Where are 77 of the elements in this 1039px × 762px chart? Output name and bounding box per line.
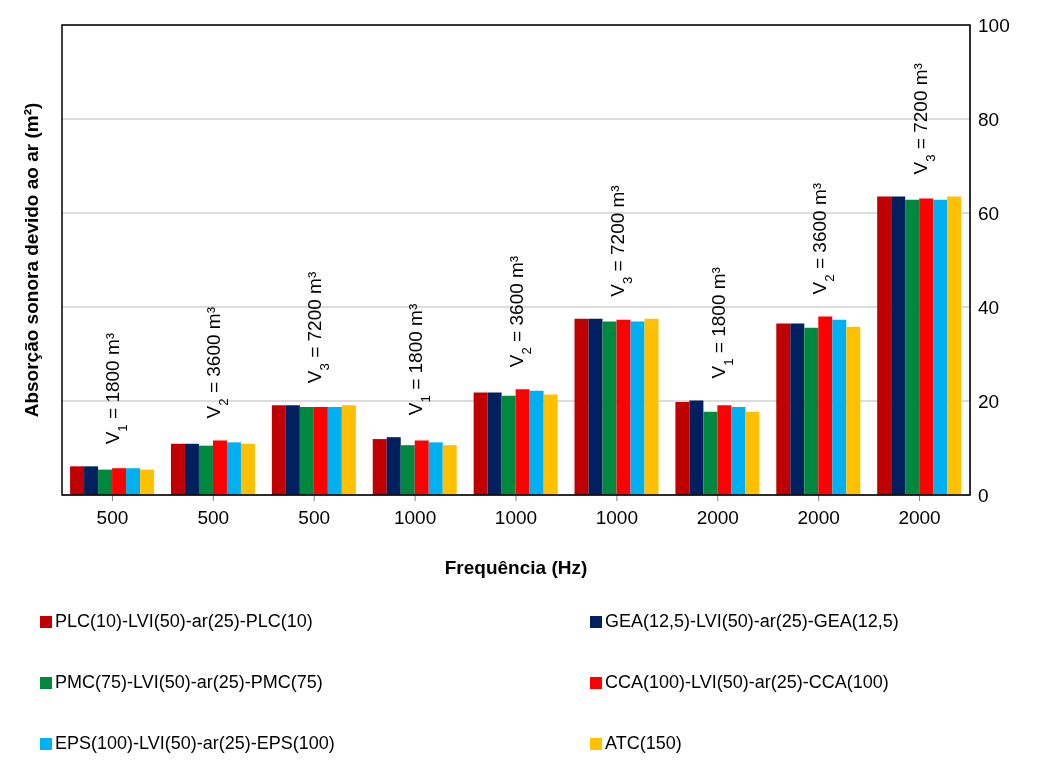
legend-label: ATC(150) [605,733,682,754]
bar [745,411,760,495]
bar [400,445,415,495]
x-tick-label: 1000 [595,507,639,529]
bar [372,439,387,495]
legend-label: GEA(12,5)-LVI(50)-ar(25)-GEA(12,5) [605,611,899,632]
y-tick-label: 60 [978,202,1000,224]
legend-label: PMC(75)-LVI(50)-ar(25)-PMC(75) [55,672,323,693]
bar [529,390,544,495]
bar [588,318,603,495]
bar [818,316,833,495]
x-tick-label: 2000 [696,507,739,529]
bar [112,468,127,495]
bar [285,405,300,495]
bar [515,389,530,495]
bar [198,445,213,495]
bar [271,405,286,495]
bar [414,440,429,495]
bar [877,196,892,495]
bar [341,405,356,495]
x-tick-label: 1000 [494,507,538,529]
bar [675,401,690,495]
bar [386,437,401,495]
bar [933,199,948,495]
bar [644,318,659,495]
bar [574,318,589,495]
bar [846,326,861,495]
bar [731,407,746,495]
bar [70,466,85,495]
bar [689,400,704,495]
bar [630,321,645,495]
bar [240,443,255,495]
bar [543,394,558,495]
bar [299,407,314,495]
bar [717,405,732,495]
bar [428,442,443,495]
bar [832,319,847,495]
bar [212,440,227,495]
bar [703,411,718,495]
y-tick-label: 100 [978,14,1010,36]
bar [905,199,920,495]
y-tick-label: 40 [978,296,1000,318]
bar [327,407,342,495]
x-tick-label: 2000 [797,507,840,529]
y-tick-label: 0 [978,484,989,506]
y-axis-title: Absorção sonora devido ao ar (m²) [21,102,42,418]
bar [947,196,962,495]
bar [616,319,631,495]
bar [170,443,185,495]
legend-label: CCA(100)-LVI(50)-ar(25)-CCA(100) [605,672,889,693]
bar [184,443,199,495]
bar [473,392,488,495]
x-axis-title: Frequência (Hz) [444,557,588,578]
bar [98,469,113,495]
bar [602,321,617,495]
y-tick-label: 80 [978,108,1000,130]
bar [313,407,328,495]
x-tick-label: 1000 [393,507,437,529]
bar [790,323,805,495]
x-tick-label: 2000 [898,507,941,529]
bar [501,395,516,495]
bar [891,196,906,495]
bar [919,198,934,495]
bar [84,466,99,495]
bar [442,445,457,495]
x-tick-label: 500 [96,507,129,529]
bar [804,327,819,495]
y-tick-label: 20 [978,390,1000,412]
legend-label: EPS(100)-LVI(50)-ar(25)-EPS(100) [55,733,335,754]
bar [226,442,241,495]
bar [776,323,791,495]
bar [140,469,155,495]
legend-label: PLC(10)-LVI(50)-ar(25)-PLC(10) [55,611,313,632]
x-tick-label: 500 [298,507,331,529]
bar [487,392,502,495]
bar [126,468,141,495]
x-tick-label: 500 [197,507,230,529]
